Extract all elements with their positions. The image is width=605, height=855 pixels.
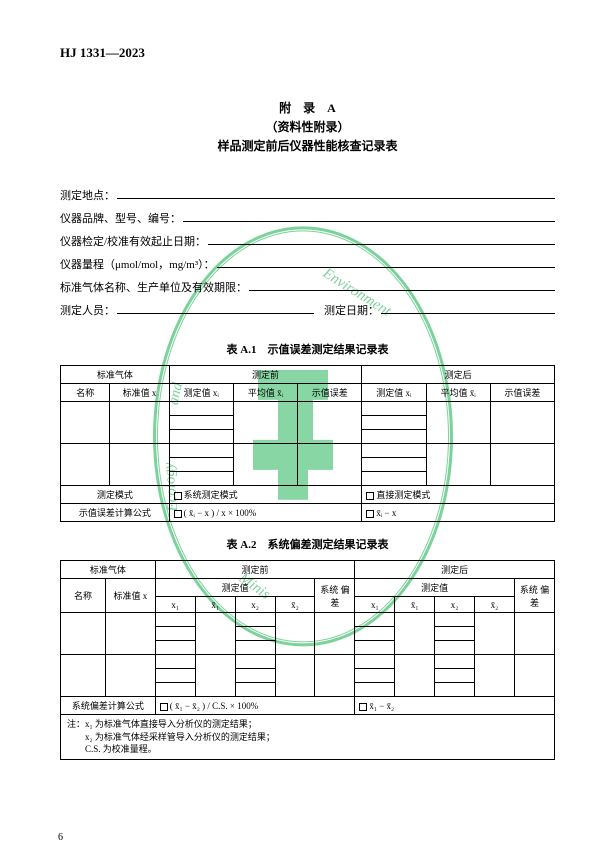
a2-h-gas: 标准气体 bbox=[61, 561, 156, 579]
appendix-heading: 附 录 A （资料性附录） 样品测定前后仪器性能核查记录表 bbox=[60, 99, 555, 157]
a2-formula-opt1[interactable]: ( x̄₁ − x̄₂ ) / C.S. × 100% bbox=[155, 697, 355, 715]
field-range[interactable] bbox=[217, 267, 555, 268]
field-location[interactable] bbox=[117, 198, 555, 199]
a1-c-mv-a: 测定值 xᵢ bbox=[362, 384, 426, 402]
a1-mode-opt1[interactable]: 系统测定模式 bbox=[169, 486, 362, 504]
a2-formula-label: 系统偏差计算公式 bbox=[61, 697, 156, 715]
table-a2: 标准气体 测定前 测定后 名称 标准值 x 测定值 系统 偏差 测定值 系统 偏… bbox=[60, 560, 555, 715]
a1-c-name: 名称 bbox=[61, 384, 110, 402]
field-std-gas[interactable] bbox=[249, 290, 555, 291]
a2-c-std: 标准值 x bbox=[105, 579, 155, 613]
a2-h-after: 测定后 bbox=[355, 561, 555, 579]
appendix-line-3: 样品测定前后仪器性能核查记录表 bbox=[60, 137, 555, 156]
a1-c-avg-a: 平均值 x̄ᵢ bbox=[426, 384, 490, 402]
a1-mode-opt2[interactable]: 直接测定模式 bbox=[362, 486, 555, 504]
field-date[interactable] bbox=[381, 313, 555, 314]
field-calibration-date[interactable] bbox=[208, 244, 555, 245]
a2-c-name: 名称 bbox=[61, 579, 106, 613]
a2-c-mv-a: 测定值 bbox=[355, 579, 515, 597]
label-calibration-date: 仪器检定/校准有效起止日期： bbox=[60, 231, 206, 254]
table-a1: 标准气体 测定前 测定后 名称 标准值 x 测定值 xᵢ 平均值 x̄ᵢ 示值误… bbox=[60, 365, 555, 522]
label-instrument: 仪器品牌、型号、编号： bbox=[60, 208, 181, 231]
a1-formula-opt2[interactable]: x̄ᵢ − x bbox=[362, 504, 555, 522]
a1-h-gas: 标准气体 bbox=[61, 366, 170, 384]
a1-c-err-a: 示值误差 bbox=[490, 384, 554, 402]
a1-c-mv-b: 测定值 xᵢ bbox=[169, 384, 233, 402]
label-operator: 测定人员： bbox=[60, 300, 115, 323]
label-std-gas: 标准气体名称、生产单位及有效期限： bbox=[60, 277, 247, 300]
appendix-line-2: （资料性附录） bbox=[60, 118, 555, 137]
a1-h-before: 测定前 bbox=[169, 366, 362, 384]
field-instrument[interactable] bbox=[183, 221, 555, 222]
standard-code: HJ 1331—2023 bbox=[60, 45, 555, 61]
a1-c-std: 标准值 x bbox=[110, 384, 169, 402]
a2-c-mv-b: 测定值 bbox=[155, 579, 315, 597]
table-a2-note: 注：x₁ 为标准气体直接导入分析仪的测定结果； x₂ 为标准气体经采样管导入分析… bbox=[60, 715, 555, 760]
label-location: 测定地点： bbox=[60, 185, 115, 208]
table-a1-caption: 表 A.1 示值误差测定结果记录表 bbox=[60, 341, 555, 357]
a2-h-before: 测定前 bbox=[155, 561, 355, 579]
a1-h-after: 测定后 bbox=[362, 366, 555, 384]
a2-formula-opt2[interactable]: x̄₁ − x̄₂ bbox=[355, 697, 555, 715]
page-number: 6 bbox=[58, 832, 63, 843]
a1-formula-opt1[interactable]: ( x̄ᵢ − x ) / x × 100% bbox=[169, 504, 362, 522]
appendix-line-1: 附 录 A bbox=[60, 99, 555, 118]
label-date: 测定日期： bbox=[324, 300, 379, 323]
a2-c-bias-a: 系统 偏差 bbox=[514, 579, 554, 613]
field-operator[interactable] bbox=[117, 313, 314, 314]
table-a2-caption: 表 A.2 系统偏差测定结果记录表 bbox=[60, 536, 555, 552]
a2-c-bias-b: 系统 偏差 bbox=[315, 579, 355, 613]
form-fields: 测定地点： 仪器品牌、型号、编号： 仪器检定/校准有效起止日期： 仪器量程（μm… bbox=[60, 185, 555, 324]
a1-mode-label: 测定模式 bbox=[61, 486, 170, 504]
a1-c-err-b: 示值误差 bbox=[298, 384, 362, 402]
a1-c-avg-b: 平均值 x̄ᵢ bbox=[233, 384, 297, 402]
label-range: 仪器量程（μmol/mol，mg/m³）： bbox=[60, 254, 215, 277]
a1-formula-label: 示值误差计算公式 bbox=[61, 504, 170, 522]
